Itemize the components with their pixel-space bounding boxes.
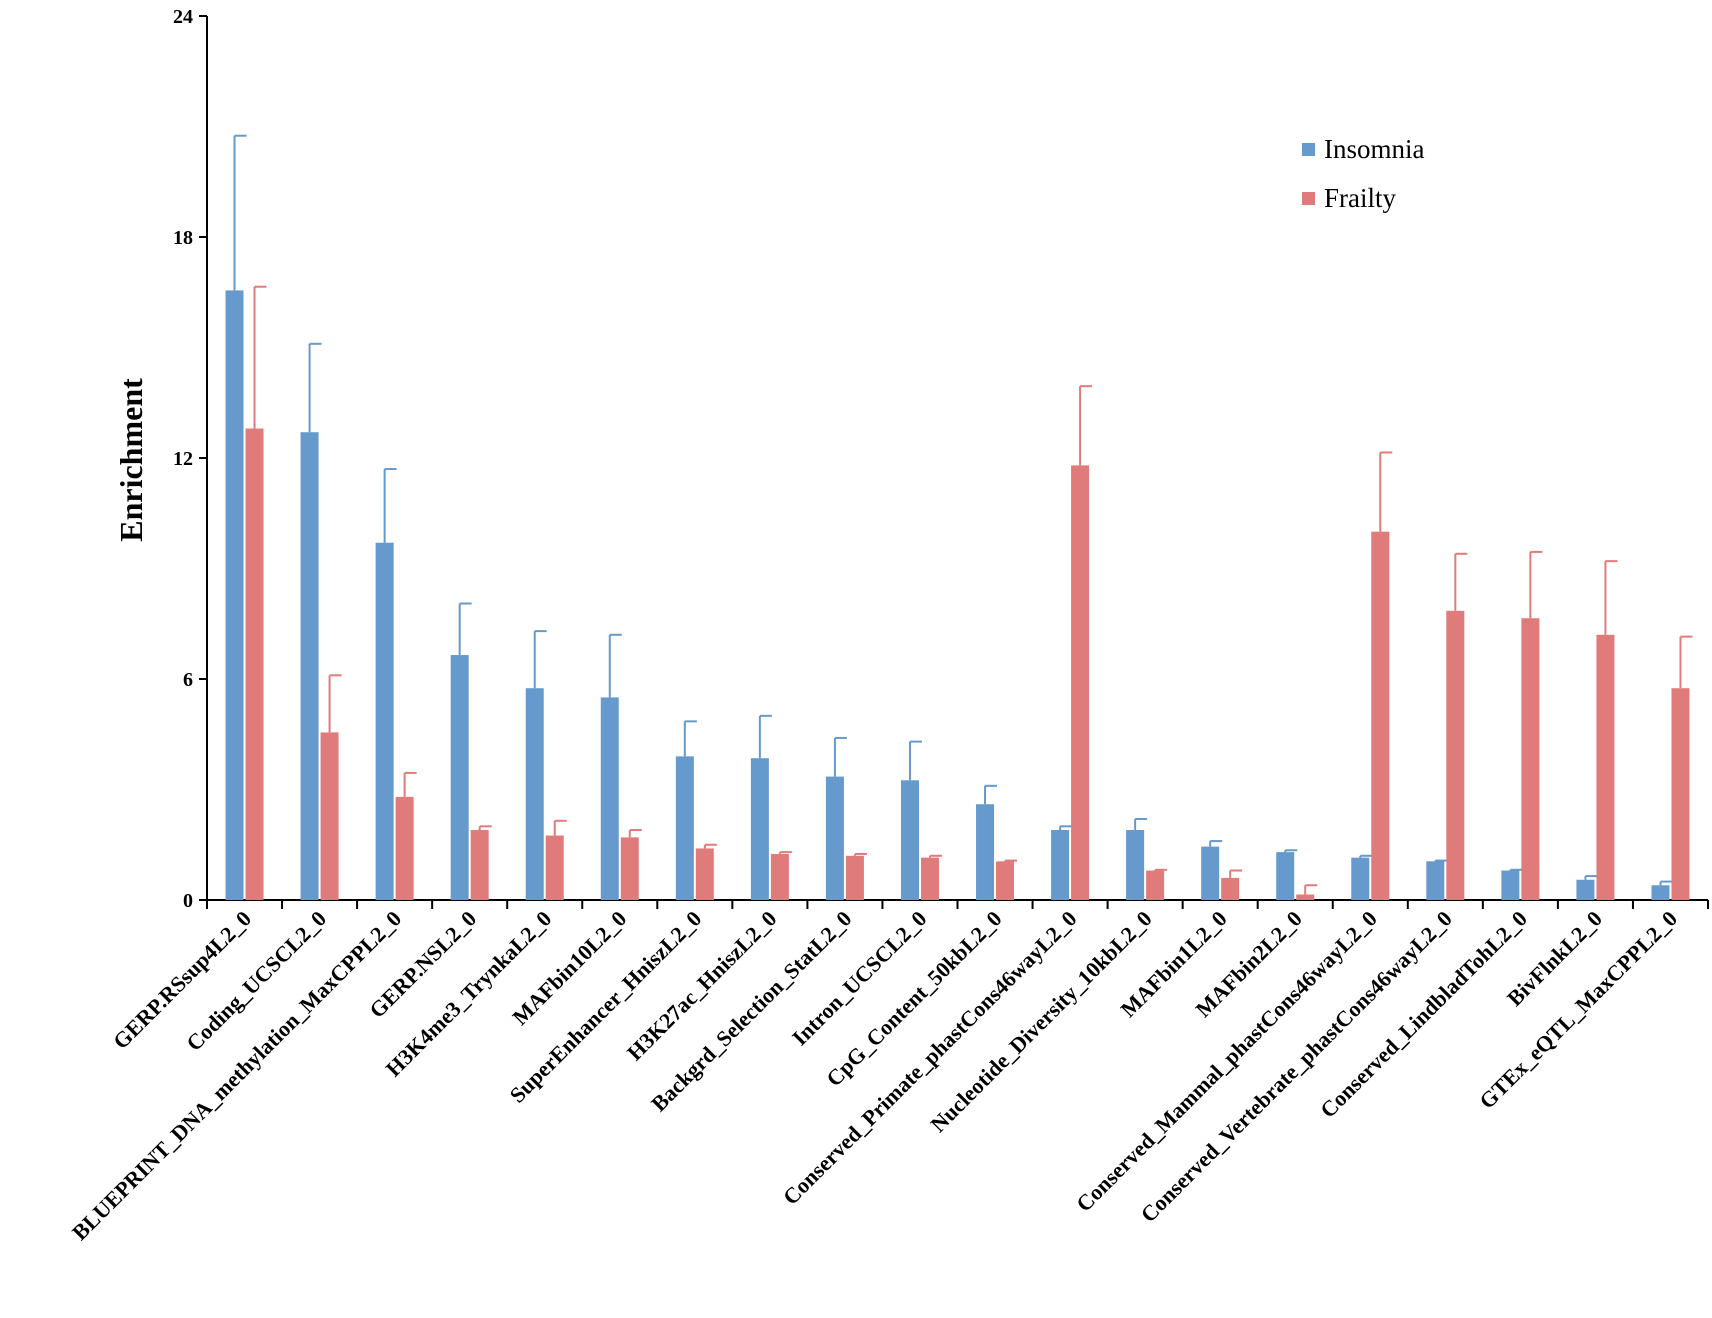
bar-insomnia: [1576, 879, 1595, 900]
bar-frailty: [545, 835, 564, 900]
x-category-label: Intron_UCSCL2_0: [787, 906, 931, 1050]
y-tick-label: 24: [173, 6, 193, 28]
bars: [225, 134, 1693, 900]
x-category-label: BLUEPRINT_DNA_methylation_MaxCPPL2_0: [67, 906, 406, 1245]
bar-insomnia: [675, 756, 694, 900]
bar-frailty: [996, 861, 1015, 900]
bar-insomnia: [825, 776, 844, 900]
bar-insomnia: [1276, 852, 1295, 900]
y-tick-label: 12: [173, 448, 193, 470]
bar-insomnia: [225, 290, 244, 900]
bar-insomnia: [1651, 885, 1670, 900]
y-tick-label: 6: [183, 669, 193, 691]
bar-frailty: [1221, 877, 1240, 900]
bar-frailty: [1596, 634, 1615, 900]
y-tick-label: 18: [173, 227, 193, 249]
x-category-label: GERP.RSsup4L2_0: [108, 906, 256, 1054]
bar-insomnia: [750, 758, 769, 900]
x-category-label: Coding_UCSCL2_0: [181, 906, 331, 1056]
bar-insomnia: [1426, 861, 1445, 900]
bar-insomnia: [1351, 857, 1370, 900]
bar-insomnia: [1051, 830, 1070, 900]
axes: 0 6 12 18 24: [173, 6, 1709, 912]
bar-frailty: [470, 830, 489, 900]
bar-frailty: [1521, 618, 1540, 900]
category-labels: GERP.RSsup4L2_0Coding_UCSCL2_0BLUEPRINT_…: [67, 906, 1682, 1245]
bar-insomnia: [900, 780, 919, 900]
bar-frailty: [1671, 688, 1690, 900]
bar-frailty: [1071, 465, 1090, 900]
bar-insomnia: [600, 697, 619, 900]
bar-insomnia: [525, 688, 544, 900]
bar-frailty: [695, 848, 714, 900]
bar-frailty: [320, 732, 339, 900]
legend-label-frailty: Frailty: [1324, 183, 1396, 213]
legend-swatch-insomnia: [1302, 143, 1315, 156]
bar-frailty: [1296, 894, 1315, 900]
y-axis-title: Enrichment: [113, 378, 149, 542]
bar-frailty: [395, 796, 414, 900]
legend: Insomnia Frailty: [1302, 134, 1425, 213]
bar-insomnia: [1201, 846, 1220, 900]
bar-frailty: [245, 428, 264, 900]
bar-frailty: [1446, 610, 1465, 900]
legend-label-insomnia: Insomnia: [1324, 134, 1425, 164]
bar-insomnia: [450, 655, 469, 900]
bar-insomnia: [375, 542, 394, 900]
y-tick-label: 0: [183, 890, 193, 912]
x-category-label: H3K27ac_HniszL2_0: [622, 906, 781, 1065]
bar-insomnia: [976, 804, 995, 900]
bar-frailty: [770, 853, 789, 900]
bar-frailty: [920, 857, 939, 900]
bar-frailty: [1146, 870, 1165, 900]
legend-swatch-frailty: [1302, 192, 1315, 205]
bar-frailty: [620, 837, 639, 900]
bar-insomnia: [1501, 870, 1520, 900]
bar-frailty: [845, 855, 864, 900]
bar-insomnia: [1126, 830, 1145, 900]
bar-frailty: [1371, 531, 1390, 900]
bar-insomnia: [300, 432, 319, 900]
